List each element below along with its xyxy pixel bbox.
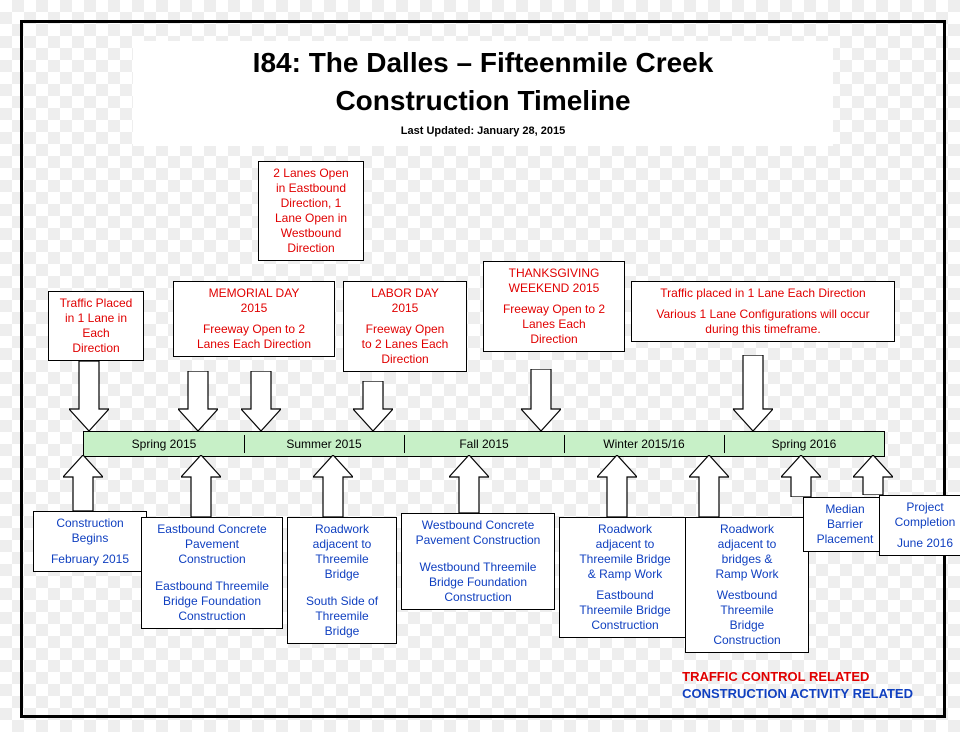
arrow-down-icon (241, 371, 281, 431)
legend-construction: CONSTRUCTION ACTIVITY RELATED (682, 686, 913, 703)
timeline-tick (564, 435, 565, 453)
arrow-down-icon (733, 355, 773, 431)
arrow-up-icon (689, 455, 729, 517)
construction-callout: ProjectCompletionJune 2016 (879, 495, 960, 556)
timeline-segment: Winter 2015/16 (564, 432, 724, 456)
construction-callout: Eastbound ConcretePavementConstructionEa… (141, 517, 283, 629)
title-line-2: Construction Timeline (133, 85, 833, 117)
timeline-segment: Spring 2015 (84, 432, 244, 456)
title-line-1: I84: The Dalles – Fifteenmile Creek (133, 47, 833, 79)
timeline-segment: Fall 2015 (404, 432, 564, 456)
timeline-tick (724, 435, 725, 453)
arrow-down-icon (178, 371, 218, 431)
construction-callout: Roadworkadjacent toThreemile Bridge& Ram… (559, 517, 691, 638)
timeline-segment: Summer 2015 (244, 432, 404, 456)
subtitle: Last Updated: January 28, 2015 (133, 125, 833, 137)
traffic-callout: 2 Lanes Openin EastboundDirection, 1Lane… (258, 161, 364, 261)
traffic-callout: MEMORIAL DAY2015Freeway Open to 2Lanes E… (173, 281, 335, 357)
traffic-callout: LABOR DAY2015Freeway Opento 2 Lanes Each… (343, 281, 467, 372)
legend-traffic: TRAFFIC CONTROL RELATED (682, 669, 913, 686)
timeline-segment: Spring 2016 (724, 432, 884, 456)
timeline-tick (244, 435, 245, 453)
arrow-up-icon (781, 455, 821, 497)
arrow-down-icon (353, 381, 393, 431)
construction-callout: MedianBarrierPlacement (803, 497, 887, 552)
diagram-frame: I84: The Dalles – Fifteenmile Creek Cons… (20, 20, 946, 718)
traffic-callout: THANKSGIVINGWEEKEND 2015Freeway Open to … (483, 261, 625, 352)
construction-callout: ConstructionBeginsFebruary 2015 (33, 511, 147, 572)
arrow-down-icon (521, 369, 561, 431)
construction-callout: Roadworkadjacent toThreemileBridgeSouth … (287, 517, 397, 644)
arrow-up-icon (181, 455, 221, 517)
arrow-up-icon (597, 455, 637, 517)
traffic-callout: Traffic Placedin 1 Lane inEachDirection (48, 291, 144, 361)
traffic-callout: Traffic placed in 1 Lane Each DirectionV… (631, 281, 895, 342)
arrow-up-icon (449, 455, 489, 513)
arrow-up-icon (63, 455, 103, 511)
title-box: I84: The Dalles – Fifteenmile Creek Cons… (133, 41, 833, 146)
legend: TRAFFIC CONTROL RELATED CONSTRUCTION ACT… (682, 669, 913, 703)
arrow-down-icon (69, 361, 109, 431)
construction-callout: Roadworkadjacent tobridges &Ramp WorkWes… (685, 517, 809, 653)
arrow-up-icon (313, 455, 353, 517)
timeline-tick (404, 435, 405, 453)
arrow-up-icon (853, 455, 893, 495)
construction-callout: Westbound ConcretePavement ConstructionW… (401, 513, 555, 610)
timeline-bar: Spring 2015Summer 2015Fall 2015Winter 20… (83, 431, 885, 457)
